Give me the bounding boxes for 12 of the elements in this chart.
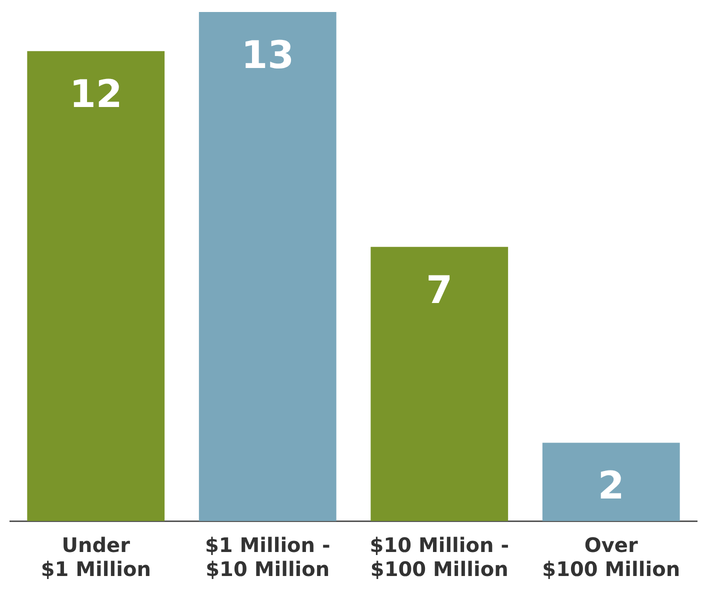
x-tick-label: Over $100 Million	[542, 533, 680, 582]
data-label: 2	[598, 464, 624, 508]
bar	[27, 51, 165, 521]
bar	[542, 442, 680, 521]
bar	[198, 12, 336, 521]
data-label: 7	[426, 268, 453, 312]
x-tick-label: $1 Million - $10 Million	[204, 533, 330, 582]
x-tick-label: Under $1 Million	[40, 533, 151, 582]
data-label: 12	[69, 72, 122, 116]
bar	[370, 246, 508, 521]
x-tick-label: $10 Million - $100 Million	[370, 533, 510, 582]
data-label: 13	[241, 32, 294, 77]
